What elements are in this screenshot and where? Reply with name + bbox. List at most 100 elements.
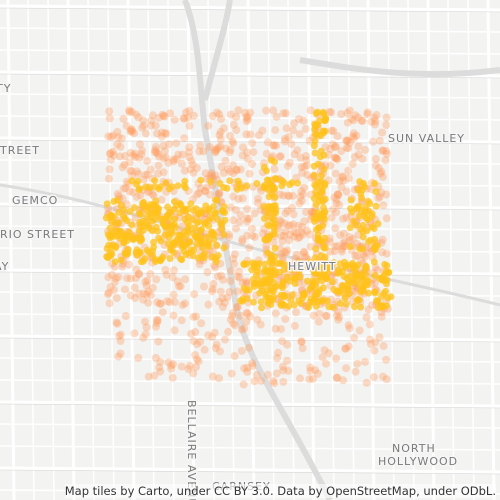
dense-dot <box>150 243 158 251</box>
street <box>0 291 500 297</box>
dot <box>326 144 335 153</box>
dense-dot <box>248 266 256 274</box>
dot <box>167 361 176 370</box>
dot <box>114 352 123 361</box>
dot <box>186 165 195 174</box>
dense-dot <box>260 203 268 211</box>
dot <box>284 366 293 375</box>
dot <box>370 346 379 355</box>
street <box>486 0 496 500</box>
dense-dot <box>350 217 357 225</box>
dense-dot <box>340 290 348 297</box>
dot <box>226 315 235 324</box>
dot <box>159 154 168 163</box>
dot <box>118 163 127 172</box>
dot <box>246 108 255 117</box>
dot <box>243 112 252 121</box>
dot <box>185 143 194 152</box>
dense-dot <box>221 216 229 224</box>
dot <box>215 189 224 198</box>
dot <box>121 184 130 193</box>
dot <box>243 309 252 318</box>
dot <box>127 125 136 134</box>
dense-dot <box>310 171 318 179</box>
dense-dot <box>139 199 147 207</box>
dot <box>248 359 257 368</box>
dot <box>104 273 113 282</box>
dot <box>177 159 186 168</box>
dense-dot <box>371 180 379 187</box>
dot <box>242 130 251 139</box>
dense-dot <box>317 252 325 260</box>
dense-dot <box>267 251 275 259</box>
dot <box>378 146 387 155</box>
street <box>66 0 76 500</box>
dense-dot <box>216 180 224 187</box>
dense-dot <box>267 156 275 164</box>
dense-dot <box>209 203 217 211</box>
dense-dot <box>359 233 367 241</box>
dot <box>162 153 170 162</box>
dot <box>154 337 163 346</box>
dot <box>109 131 118 140</box>
dot <box>333 242 342 250</box>
dot <box>284 221 293 230</box>
dot <box>170 115 179 124</box>
dot <box>138 146 146 155</box>
dot <box>131 294 140 303</box>
dense-dot <box>135 248 143 256</box>
dot <box>253 315 262 324</box>
dense-dot <box>290 301 298 309</box>
dense-dot <box>359 221 367 229</box>
dot <box>236 165 245 174</box>
dot <box>106 150 114 158</box>
dot <box>134 113 143 122</box>
dot <box>109 147 117 156</box>
dot <box>345 324 354 333</box>
dot <box>204 331 213 340</box>
dense-dot <box>214 215 222 223</box>
dot <box>246 130 255 139</box>
dot <box>382 150 391 158</box>
dot <box>238 237 247 246</box>
dot <box>254 131 263 140</box>
dot <box>377 312 386 321</box>
dot <box>367 117 376 126</box>
dense-dot <box>264 221 272 229</box>
dot <box>227 369 236 378</box>
dense-dot <box>207 178 215 186</box>
dot <box>193 190 202 199</box>
dense-dot <box>108 230 116 237</box>
dot <box>242 317 251 326</box>
dot <box>243 231 252 240</box>
dense-dot <box>115 208 123 216</box>
dot <box>280 137 289 146</box>
dense-dot <box>288 266 296 274</box>
dot <box>200 186 209 195</box>
dense-dot <box>384 269 392 277</box>
dot <box>214 143 223 152</box>
dot <box>342 364 351 373</box>
dot <box>187 329 196 338</box>
dot <box>233 287 242 296</box>
dot <box>322 312 331 321</box>
dot <box>314 317 323 326</box>
dot <box>275 152 284 161</box>
dot <box>262 241 271 250</box>
dot <box>189 168 198 177</box>
dense-dot <box>166 255 174 262</box>
dense-dot <box>279 300 287 308</box>
dense-dot <box>261 275 269 283</box>
dense-dot <box>335 268 343 276</box>
dot <box>239 143 247 152</box>
dot <box>302 152 311 160</box>
dense-dot <box>316 258 324 266</box>
dot <box>366 335 374 344</box>
dense-dot <box>321 273 329 281</box>
dot <box>135 153 144 162</box>
dot <box>256 320 265 329</box>
dot <box>345 236 354 245</box>
dense-dot <box>192 205 200 213</box>
dot <box>228 137 237 146</box>
dot <box>253 198 262 207</box>
